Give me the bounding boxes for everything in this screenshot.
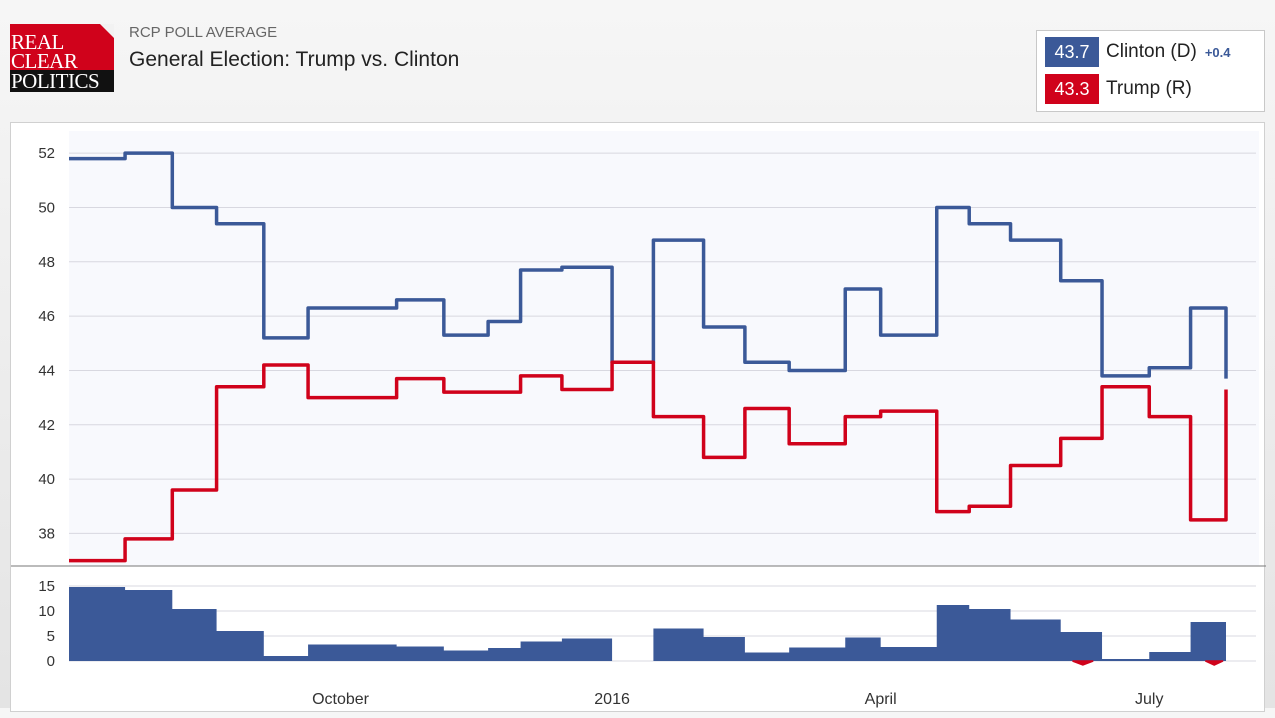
legend-item-clinton[interactable]: 43.7 Clinton (D) +0.4 <box>1045 37 1230 67</box>
spread-tick-label-15: 15 <box>38 578 55 595</box>
rcp-logo: REAL CLEAR POLITICS <box>10 24 114 92</box>
series-line-clinton <box>69 151 1228 379</box>
y-tick-label-38: 38 <box>38 525 55 542</box>
y-tick-label-52: 52 <box>38 145 55 162</box>
spread-negative-0 <box>1072 660 1094 666</box>
spread-tick-label-0: 0 <box>47 653 55 670</box>
x-tick-label-april: April <box>865 691 897 708</box>
clinton-change: +0.4 <box>1204 44 1231 60</box>
y-tick-label-42: 42 <box>38 417 55 434</box>
spread-tick-label-10: 10 <box>38 603 55 620</box>
clinton-value-badge: 43.7 <box>1045 37 1099 67</box>
y-tick-label-46: 46 <box>38 308 55 325</box>
page-subtitle: RCP POLL AVERAGE <box>129 24 278 41</box>
logo-line-2: CLEAR <box>11 49 78 73</box>
clinton-label: Clinton (D) <box>1106 41 1197 62</box>
y-tick-label-48: 48 <box>38 254 55 271</box>
plot-area <box>69 131 1259 566</box>
spread-negative-1 <box>1205 660 1224 666</box>
legend-item-trump[interactable]: 43.3 Trump (R) <box>1045 74 1192 104</box>
spread-area <box>69 587 1226 661</box>
chart-panel: 52 50 48 46 44 42 40 38 15 10 5 0 October 2016 April Ju… <box>10 122 1266 713</box>
trump-value-badge: 43.3 <box>1045 74 1099 104</box>
logo-fold <box>100 24 114 38</box>
y-tick-label-44: 44 <box>38 362 55 379</box>
trump-label: Trump (R) <box>1106 78 1192 99</box>
x-tick-label-july: July <box>1135 691 1163 708</box>
x-tick-label-2016: 2016 <box>594 691 630 708</box>
logo-line-1: REAL <box>11 30 64 54</box>
logo-line-3: POLITICS <box>10 70 114 92</box>
legend: 43.7 Clinton (D) +0.4 43.3 Trump (R) <box>1036 30 1265 112</box>
spread-tick-label-5: 5 <box>47 628 55 645</box>
y-tick-label-40: 40 <box>38 471 55 488</box>
y-tick-label-50: 50 <box>38 199 55 216</box>
x-tick-label-october: October <box>312 691 370 708</box>
page-title: General Election: Trump vs. Clinton <box>129 48 460 71</box>
series-line-trump <box>69 360 1228 563</box>
